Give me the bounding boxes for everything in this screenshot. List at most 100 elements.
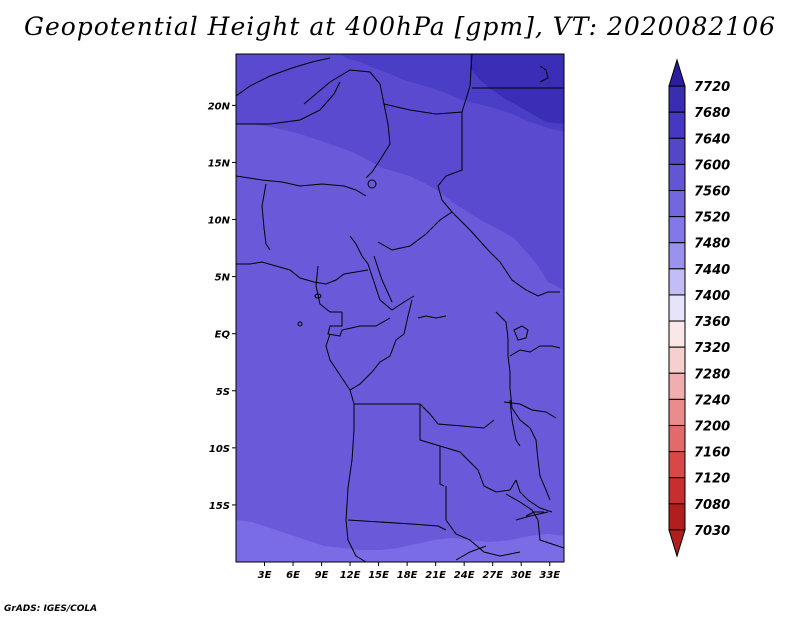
colorbar-label: 7280 [694,367,730,382]
map-frame [235,53,565,563]
lon-tick-label: 6E [286,570,300,581]
map-title: Geopotential Height at 400hPa [gpm], VT:… [23,12,777,41]
grads-credit: GrADS: IGES/COLA [4,604,98,614]
country-border [439,446,445,487]
country-border [236,81,341,125]
lake-chad [367,179,377,189]
country-border [461,54,473,113]
country-border [327,312,391,337]
lon-tick-label: 30E [511,570,532,581]
lat-tick-label: 10N [208,216,231,227]
field-7680-region [470,54,564,124]
colorbar: 7720 7680 7640 7600 7560 7520 7480 7440 7400 7360… [668,58,730,558]
lon-tick-label: 15E [368,570,389,581]
country-border [236,57,331,97]
colorbar-swatch [668,137,686,165]
colorbar-label: 7560 [694,185,730,200]
lat-tick-label: 15S [209,501,230,512]
country-border [236,175,367,197]
lat-tick-label: 5N [215,273,231,284]
colorbar-swatch [668,346,686,374]
colorbar-label: 7480 [694,237,730,252]
country-border [377,211,560,297]
colorbar-label: 7030 [694,524,730,539]
map-area [236,54,564,562]
country-border [236,261,369,285]
colorbar-swatch [668,216,686,244]
country-border [373,255,393,303]
colorbar-label: 7320 [694,341,730,356]
lon-tick-label: 27E [482,570,503,581]
colorbar-label: 7440 [694,263,730,278]
country-border [345,389,367,562]
country-border [325,299,413,391]
colorbar-swatch [668,398,686,426]
country-borders [236,54,564,562]
colorbar-label: 7360 [694,315,730,330]
country-border [515,479,553,513]
country-border [354,403,495,429]
colorbar-swatch [668,242,686,270]
country-border [495,311,537,441]
colorbar-swatch [668,163,686,192]
colorbar-swatch [668,477,686,505]
colorbar-bottom-arrow [668,529,686,558]
lat-tick-label: 15N [208,158,231,169]
lon-tick-label: 33E [539,570,560,581]
lon-tick-label: 9E [315,570,329,581]
country-border [515,511,549,521]
lake-malawi [525,511,544,517]
lat-tick-label: 5S [216,387,230,398]
country-border [349,235,415,311]
island [297,321,303,327]
country-border [505,493,564,549]
lat-tick-label: 20N [208,101,231,112]
country-border [261,183,271,251]
colorbar-label: 7080 [694,498,730,513]
river-feature [417,315,447,319]
country-border [445,486,521,557]
colorbar-swatch [668,190,686,218]
country-border [347,519,447,531]
colorbar-label: 7520 [694,211,730,226]
colorbar-swatch [668,294,686,322]
colorbar-label: 7680 [694,106,730,121]
colorbar-swatch [668,451,686,479]
lon-tick-label: 24E [454,570,475,581]
colorbar-swatch [668,320,686,348]
colorbar-label: 7240 [694,393,730,408]
lake-victoria [513,325,529,341]
country-border [419,404,517,493]
country-border [535,439,551,501]
lat-tick-label: EQ [215,330,231,341]
country-border [315,265,342,313]
country-border [509,345,561,357]
colorbar-label: 7640 [694,132,730,147]
colorbar-label: 7200 [694,419,730,434]
colorbar-swatch [668,503,686,531]
colorbar-swatch [668,424,686,453]
longitude-axis: 3E 6E 9E 12E 15E 18E 21E 24E 27E 30E 33E [258,562,560,581]
island [314,293,322,299]
colorbar-label: 7160 [694,446,730,461]
colorbar-label: 7600 [694,158,730,173]
colorbar-swatch [668,111,686,139]
colorbar-swatch [668,372,686,400]
colorbar-swatch [668,85,686,113]
lon-tick-label: 21E [425,570,446,581]
lon-tick-label: 12E [340,570,361,581]
colorbar-top-arrow [668,58,686,87]
lat-tick-label: 10S [209,444,230,455]
lon-tick-label: 3E [258,570,272,581]
country-border [455,545,487,561]
colorbar-label: 7720 [694,80,730,95]
colorbar-swatch [668,268,686,296]
field-7520-region [236,520,564,562]
coast-feature [539,65,549,83]
lake-tanganyika [509,399,521,447]
colorbar-label: 7400 [694,289,730,304]
country-border [383,103,463,213]
field-7600-region [236,54,564,290]
latitude-axis: 20N 15N 10N 5N EQ 5S 10S 15S [208,101,236,512]
